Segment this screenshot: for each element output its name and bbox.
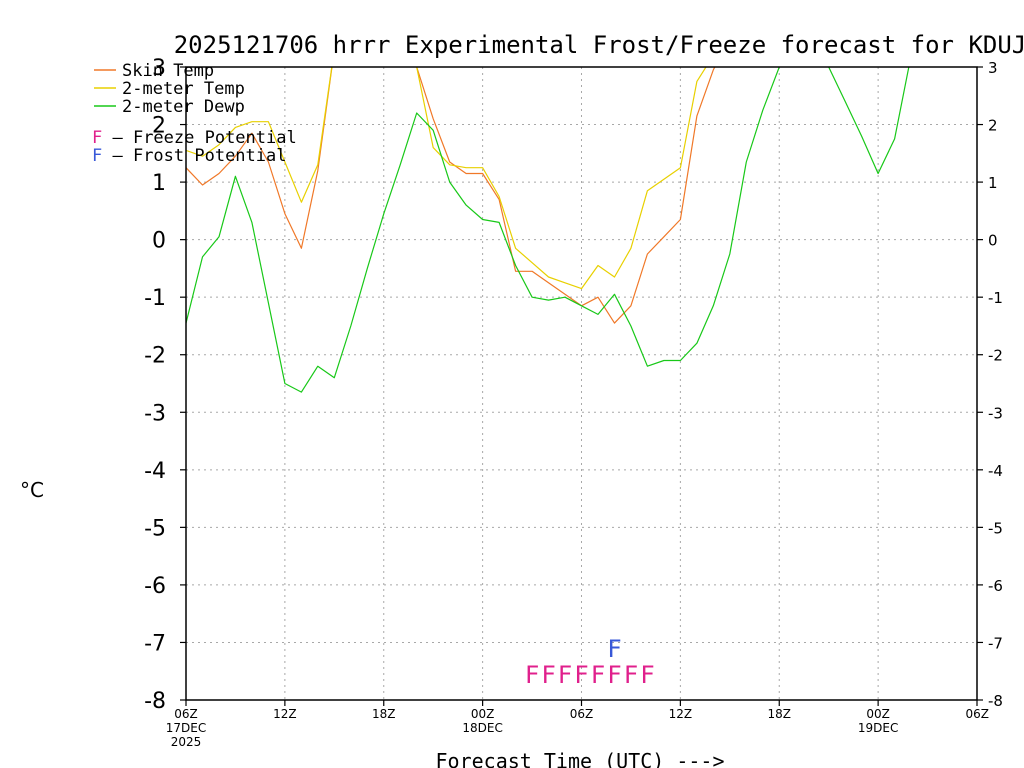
legend-marker-text: – Frost Potential [102, 146, 286, 166]
plot-frame [185, 66, 978, 701]
y-tick-label-right: -8 [988, 692, 1003, 710]
freeze-marker: F [558, 661, 572, 689]
frost-freeze-markers: FF F F F F F F F [525, 635, 655, 689]
y-tick-label: -2 [144, 344, 166, 369]
x-tick-label: 06Z [174, 707, 198, 721]
x-tick-label: 00Z [866, 707, 890, 721]
y-tick-label-right: -6 [988, 577, 1003, 595]
grid [186, 67, 977, 700]
x-tick-label: 12Z [669, 707, 693, 721]
y-tick-label: 0 [152, 229, 166, 254]
frost-marker: F [607, 635, 621, 663]
y-tick-label-right: -2 [988, 347, 1003, 365]
y-tick-label: -1 [144, 286, 166, 311]
y-tick-label-right: 1 [988, 174, 998, 192]
series-lines [186, 67, 977, 393]
legend-marker-label: F – Freeze Potential [92, 128, 297, 148]
y-tick-label-right: -4 [988, 462, 1003, 480]
x-tick-label: 12Z [273, 707, 297, 721]
y-axis-left: -8 -7 -6 -5 -4 -3 -2 -1 0 1 2 3 [144, 56, 186, 714]
freeze-marker: F [541, 661, 555, 689]
y-axis-label: °C [20, 478, 44, 502]
freeze-marker: F [624, 661, 638, 689]
chart-title: 2025121706 hrrr Experimental Frost/Freez… [174, 31, 1024, 59]
y-tick-label: 2 [152, 114, 166, 139]
y-axis-right: -8 -7 -6 -5 -4 -3 -2 -1 0 1 2 3 [977, 59, 1003, 710]
x-tick-label: 00Z [471, 707, 495, 721]
x-axis-label: Forecast Time (UTC) ---> [436, 749, 725, 768]
legend-marker-text: – Freeze Potential [102, 128, 296, 148]
x-tick-label: 18Z [768, 707, 792, 721]
legend-label: 2-meter Temp [122, 79, 245, 99]
y-tick-label: 1 [152, 171, 166, 196]
y-tick-label-right: 3 [988, 59, 998, 77]
y-tick-label: 3 [152, 56, 166, 81]
y-tick-label: -8 [144, 689, 166, 714]
y-tick-label-right: 0 [988, 232, 998, 250]
y-tick-label: -5 [144, 516, 166, 541]
x-tick-label: 2025 [171, 735, 202, 749]
freeze-marker: F [607, 661, 621, 689]
legend-label: 2-meter Dewp [122, 97, 245, 117]
freeze-marker: F [591, 661, 605, 689]
legend-marker-symbol: F [92, 128, 102, 148]
y-tick-label-right: -5 [988, 519, 1003, 537]
y-tick-label: -6 [144, 574, 166, 599]
legend-marker-symbol: F [92, 146, 102, 166]
legend-label: Skin Temp [122, 61, 214, 81]
y-tick-label: -3 [144, 401, 166, 426]
y-tick-label-right: 2 [988, 117, 998, 135]
freeze-marker: F [574, 661, 588, 689]
y-tick-label-right: -3 [988, 404, 1003, 422]
series-line-2-meter-dewp [186, 67, 977, 393]
legend-marker-label: F – Frost Potential [92, 146, 286, 166]
y-tick-label-right: -1 [988, 289, 1003, 307]
x-tick-label: 18DEC [462, 721, 502, 735]
y-tick-label: -4 [144, 459, 166, 484]
freeze-marker: F [640, 661, 654, 689]
y-tick-label-right: -7 [988, 634, 1003, 652]
x-tick-label: 06Z [966, 707, 990, 721]
x-tick-label: 18Z [372, 707, 396, 721]
x-tick-label: 19DEC [858, 721, 898, 735]
series-line-2-meter-temp [186, 67, 707, 290]
y-tick-label: -7 [144, 631, 166, 656]
x-tick-label: 17DEC [166, 721, 206, 735]
freeze-marker: F [525, 661, 539, 689]
x-tick-label: 06Z [570, 707, 594, 721]
